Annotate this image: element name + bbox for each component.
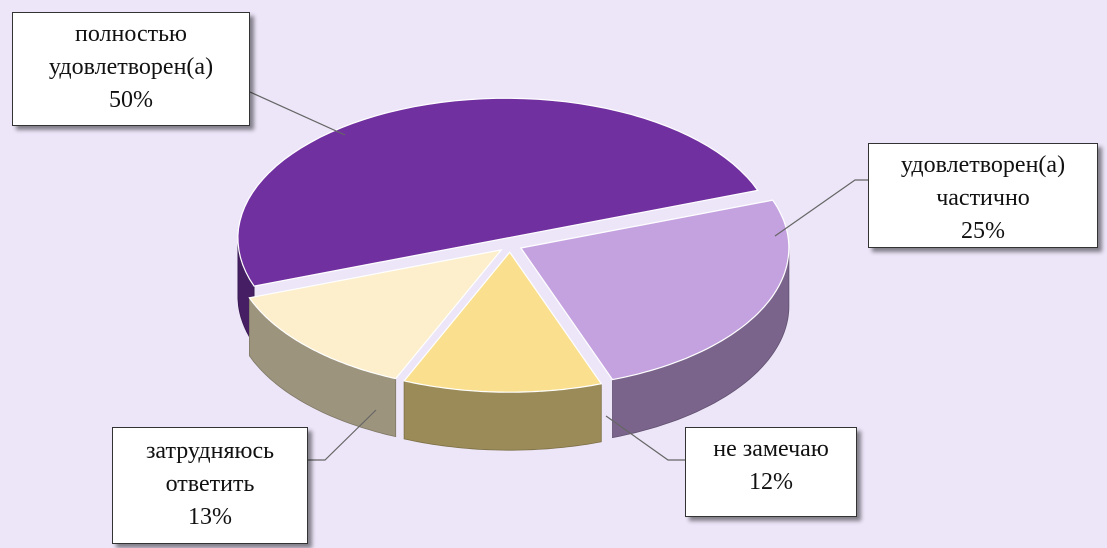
label-category: затрудняюсь ответить	[145, 438, 275, 497]
data-label: удовлетворен(а) частично 25%	[868, 143, 1098, 248]
slice	[248, 249, 503, 380]
slice	[519, 199, 790, 381]
pie	[237, 97, 790, 451]
label-value: 25%	[961, 218, 1005, 244]
label-value: 13%	[188, 504, 232, 530]
slice	[403, 251, 603, 393]
slice-tops	[237, 97, 790, 393]
data-label: затрудняюсь ответить 13%	[112, 427, 308, 544]
label-value: 50%	[109, 87, 153, 113]
label-category: удовлетворен(а) частично	[900, 152, 1066, 211]
slice-sides	[237, 238, 790, 451]
data-label: полностью удовлетворен(а) 50%	[12, 12, 250, 126]
label-category: полностью удовлетворен(а)	[48, 21, 214, 80]
leader-line	[308, 409, 377, 461]
label-category: не замечаю	[713, 436, 829, 462]
leader-line	[249, 91, 346, 136]
leader-line	[605, 415, 685, 461]
leader-lines	[249, 91, 868, 461]
leader-line	[774, 179, 868, 237]
label-value: 12%	[749, 469, 793, 495]
slice	[237, 97, 759, 287]
data-label: не замечаю 12%	[685, 427, 857, 517]
